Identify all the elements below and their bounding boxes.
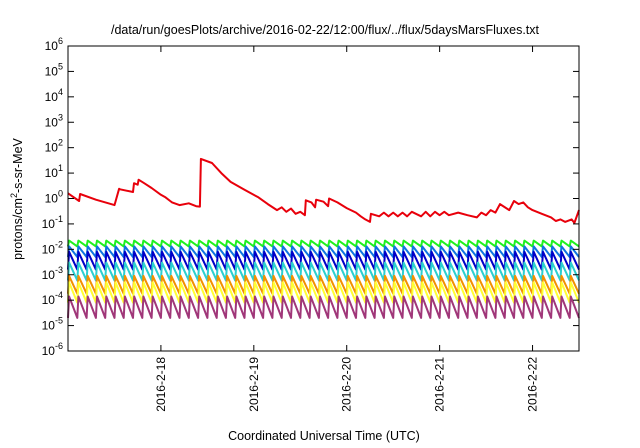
y-axis-title-sup: 2 [9,193,19,198]
x-tick-label-0: 2016-2-18 [154,357,168,412]
ticks-layer: 10-6 10-5 10-4 10-3 10-2 10-1 100 101 102 103 104 1… [42,36,579,412]
y-tick-label-12: 106 [45,36,63,53]
series-line-0 [67,157,580,224]
y-tick-label-4: 10-2 [42,239,63,256]
x-tick-label-1: 2016-2-19 [247,357,261,412]
y-axis-title-prefix: protons/cm [11,198,25,260]
x-tick-label-4: 2016-2-22 [526,357,540,412]
svg-text:protons/cm2-s-sr-MeV: protons/cm2-s-sr-MeV [9,137,25,259]
y-tick-label-2: 10-4 [42,290,63,307]
series-line-1 [67,239,580,248]
y-tick-label-1: 10-5 [42,316,63,333]
series-line-7 [67,295,580,319]
x-tick-label-2: 2016-2-20 [340,357,354,412]
chart-title: /data/run/goesPlots/archive/2016-02-22/1… [111,23,540,37]
x-axis-title: Coordinated Universal Time (UTC) [228,429,420,443]
y-tick-label-5: 10-1 [42,214,63,231]
series-layer [67,157,580,319]
y-tick-label-0: 10-6 [42,341,63,358]
y-tick-label-9: 103 [45,112,63,129]
y-tick-label-8: 102 [45,138,63,155]
y-tick-label-10: 104 [45,87,63,104]
series-line-4 [67,261,580,282]
y-tick-label-3: 10-3 [42,265,63,282]
y-tick-label-6: 100 [45,189,63,206]
x-tick-label-3: 2016-2-21 [433,357,447,412]
y-axis-title: protons/cm2-s-sr-MeV [9,137,25,259]
y-tick-label-11: 105 [45,61,63,78]
y-axis-title-suffix: -s-sr-MeV [11,137,25,193]
y-tick-label-7: 101 [45,163,63,180]
